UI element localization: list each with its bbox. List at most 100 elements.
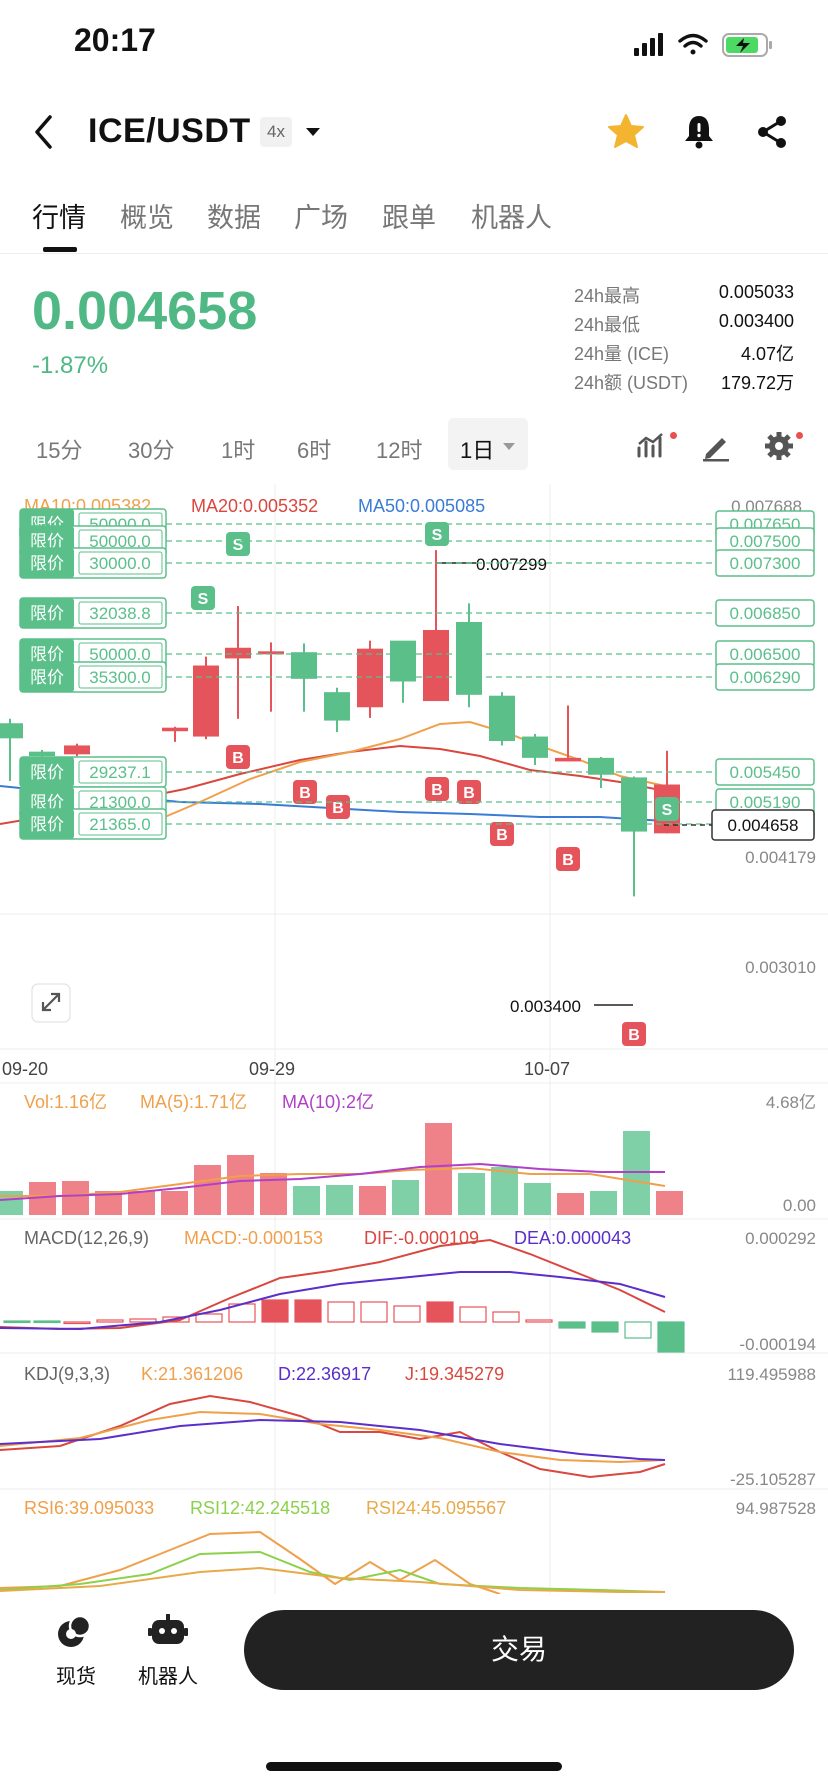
limit-tag-badge [20, 548, 74, 578]
trade-button[interactable]: 交易 [244, 1610, 794, 1690]
marker-letter: B [299, 785, 311, 802]
spot-icon[interactable] [54, 1612, 94, 1652]
marker-letter: S [662, 802, 673, 819]
pair-title[interactable]: ICE/USDT [88, 112, 251, 150]
kdj-axis-top: 119.495988 [727, 1365, 816, 1384]
indicator-dot [670, 432, 677, 439]
back-arrow-icon[interactable] [32, 114, 56, 150]
active-tab-underline [43, 247, 77, 252]
macd-bar [195, 1313, 223, 1323]
kdj-j-line [0, 1394, 666, 1479]
timeframe-15m[interactable]: 15分 [36, 438, 83, 463]
limit-tag-label: 限价 [30, 532, 64, 551]
spot-label[interactable]: 现货 [56, 1666, 96, 1688]
tab-overview[interactable]: 概览 [120, 203, 174, 233]
volume-bar [557, 1193, 584, 1215]
tab-data[interactable]: 数据 [207, 203, 261, 233]
tab-square[interactable]: 广场 [294, 203, 348, 233]
macd-bar [558, 1321, 586, 1329]
limit-tag-label: 限价 [30, 763, 64, 782]
high-marker-label: 0.007299 [476, 555, 547, 574]
robot-icon[interactable] [148, 1612, 188, 1650]
status-time: 20:17 [74, 22, 156, 58]
dropdown-caret-icon[interactable] [304, 126, 322, 138]
candle [162, 726, 188, 742]
volume-bar [392, 1180, 419, 1215]
kdj-d-line [0, 1418, 666, 1461]
settings-gear-icon[interactable] [764, 430, 796, 462]
timeframe-30m[interactable]: 30分 [128, 438, 175, 463]
macd-axis-bottom: -0.000194 [739, 1335, 816, 1354]
limit-tag-label: 限价 [30, 793, 64, 812]
macd-bar [624, 1321, 652, 1339]
timeframe-1h[interactable]: 1时 [221, 438, 256, 463]
macd-bar [3, 1320, 31, 1324]
ma20-label: MA20:0.005352 [191, 496, 318, 516]
macd-dea-line [0, 1271, 666, 1331]
candle-body [588, 757, 614, 775]
tab-divider [0, 253, 828, 254]
candle-body [621, 777, 647, 832]
marker-letter: B [463, 785, 475, 802]
candles: S S S S B B B B B B B B [0, 522, 680, 1046]
kline-chart[interactable]: MA10:0.005382 MA20:0.005352 MA50:0.00508… [0, 484, 828, 1594]
tab-market[interactable]: 行情 [32, 203, 86, 233]
tab-bot[interactable]: 机器人 [471, 203, 552, 233]
limit-qty-box [78, 601, 163, 625]
bell-icon[interactable] [681, 112, 717, 150]
macd-bar [591, 1321, 619, 1333]
candle [324, 687, 350, 733]
buy-marker: B [556, 847, 580, 871]
star-icon[interactable] [606, 112, 646, 150]
share-icon[interactable] [754, 114, 790, 150]
bot-label[interactable]: 机器人 [138, 1666, 198, 1688]
marker-letter: B [628, 1027, 640, 1044]
timeframe-6h[interactable]: 6时 [297, 438, 332, 463]
limit-qty-box [78, 812, 163, 836]
volume-bar [656, 1191, 683, 1215]
limit-price: 0.006290 [730, 668, 801, 687]
limit-tag-badge [20, 598, 74, 628]
tab-copy-trade[interactable]: 跟单 [382, 203, 436, 233]
candle-body [390, 640, 416, 682]
timeframe-12h[interactable]: 12时 [376, 438, 423, 463]
battery-icon [722, 33, 772, 57]
macd-bar [360, 1301, 388, 1323]
marker-letter: S [198, 591, 209, 608]
limit-price: 0.007300 [730, 554, 801, 573]
buy-marker: B [293, 780, 317, 804]
rsi12-label: RSI12:42.245518 [190, 1498, 330, 1518]
draw-pen-icon[interactable] [700, 430, 732, 462]
limit-order: 限价 30000.0 0.007300 [19, 547, 815, 579]
kdj-axis-bottom: -25.105287 [730, 1470, 816, 1489]
kdj-j-label: J:19.345279 [405, 1364, 504, 1384]
candle-body [258, 651, 284, 655]
volume-bar [590, 1191, 617, 1215]
rsi24-line [0, 1566, 665, 1593]
indicator-icon[interactable] [636, 430, 672, 462]
macd-axis-top: 0.000292 [745, 1229, 816, 1248]
sell-marker: S [655, 797, 679, 821]
limit-price: 0.005450 [730, 763, 801, 782]
limit-order: 限价 32038.8 0.006850 [19, 597, 815, 629]
volume-bar [458, 1173, 485, 1215]
limit-qty: 30000.0 [89, 554, 150, 573]
volume-bar [62, 1181, 89, 1215]
leverage-badge: 4x [260, 117, 292, 147]
volume-bar [194, 1165, 221, 1215]
signal-icon [634, 33, 663, 56]
limit-price-box [715, 599, 815, 627]
vol-ma5-label: MA(5):1.71亿 [140, 1092, 247, 1112]
marker-letter: S [432, 527, 443, 544]
limit-qty: 21300.0 [89, 793, 150, 812]
kdj-d-label: D:22.36917 [278, 1364, 371, 1384]
stat-value-low: 0.003400 [718, 311, 794, 331]
status-icons [634, 33, 772, 57]
timeframe-caret-icon[interactable] [502, 442, 516, 452]
limit-qty: 32038.8 [89, 604, 150, 623]
timeframe-1d[interactable]: 1日 [460, 438, 495, 463]
home-indicator [266, 1762, 562, 1771]
limit-tag-label: 限价 [30, 668, 64, 687]
volume-bar [0, 1191, 23, 1215]
limit-tag-label: 限价 [30, 604, 64, 623]
